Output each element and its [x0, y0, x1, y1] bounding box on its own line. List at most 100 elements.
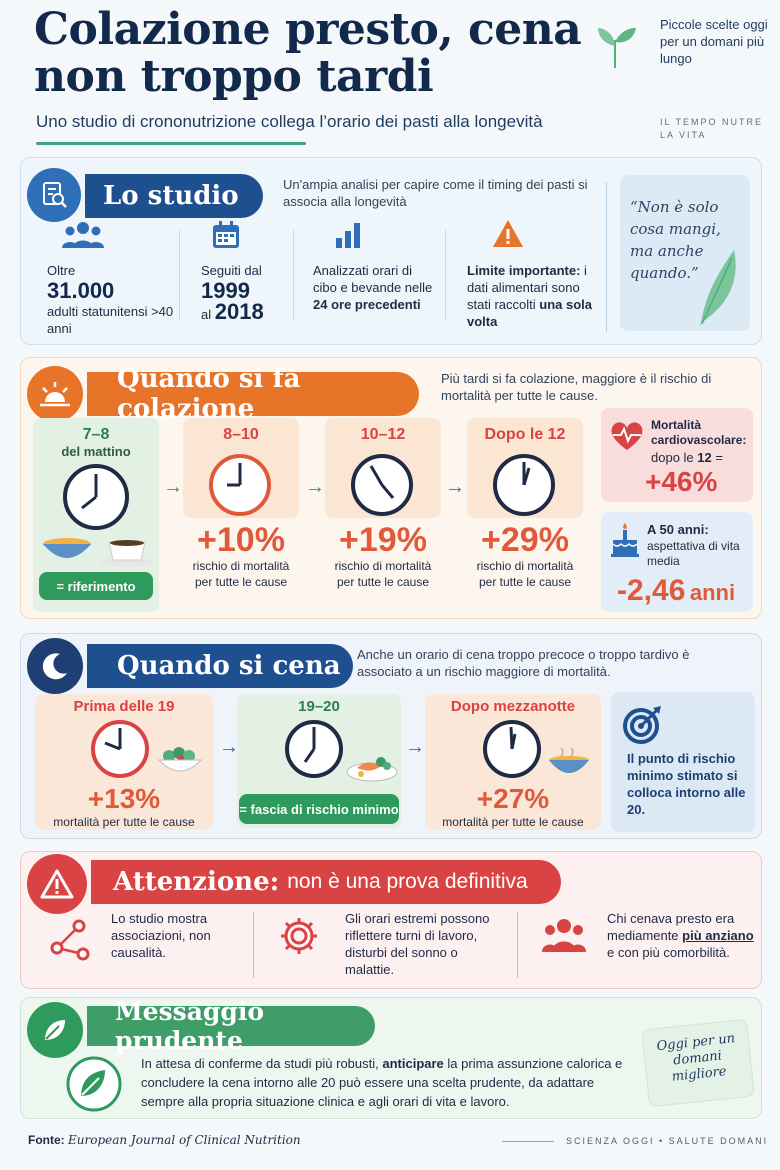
- network-nodes-icon: [50, 919, 90, 961]
- breakfast-result-8-10: +10% rischio di mortalità per tutte le c…: [175, 522, 307, 590]
- footer-source-label: Fonte:: [28, 1133, 65, 1147]
- message-body: In attesa di conferme da studi più robus…: [141, 1054, 641, 1111]
- dinner-pct: +27%: [476, 783, 550, 814]
- dinner-side-text: Il punto di rischio minimo stimato si co…: [627, 751, 746, 817]
- cardio-value: +46%: [645, 466, 718, 497]
- message-body-pre: In attesa di conferme da studi più robus…: [141, 1056, 379, 1071]
- salad-bowl-icon: [157, 747, 203, 772]
- dinner-plate-icon: [346, 757, 398, 782]
- dinner-pct: +13%: [87, 783, 161, 814]
- breakfast-time: 10–12: [360, 426, 406, 443]
- divider: [517, 912, 518, 978]
- life-unit: anni: [689, 580, 736, 605]
- cardio-sub-post: =: [715, 450, 723, 465]
- footer-brand: SCIENZA OGGI • SALUTE DOMANI: [566, 1136, 769, 1146]
- breakfast-pct: +19%: [339, 521, 427, 559]
- soup-bowl-icon: [549, 747, 589, 773]
- arrow-right-icon: →: [163, 476, 183, 498]
- dinner-time: Prima delle 19: [73, 698, 175, 715]
- bar-chart-icon: [336, 223, 360, 248]
- arrow-right-icon: →: [445, 476, 465, 498]
- stat-period-pre: Seguiti dal: [201, 263, 262, 278]
- birthday-cake-icon: [611, 523, 639, 557]
- message-panel: Messaggio prudente In attesa di conferme…: [20, 997, 762, 1119]
- message-body-bold: anticipare: [382, 1056, 444, 1071]
- dinner-time: 19–20: [298, 698, 340, 715]
- warning-col-association: Lo studio mostra associazioni, non causa…: [111, 911, 211, 960]
- dinner-result-before-19: +13% mortalità per tutte le cause: [35, 784, 213, 830]
- people-group-icon: [62, 222, 104, 248]
- divider: [179, 230, 180, 320]
- warning-age-pre: Chi cenava presto era mediamente: [607, 911, 735, 943]
- stat-participants-post: adulti statunitensi >40 anni: [47, 304, 174, 336]
- leaf-badge-icon: [27, 1002, 83, 1058]
- clock-icon: [285, 720, 343, 778]
- stat-period-end: 2018: [214, 299, 264, 324]
- page-subtitle: Uno studio di crononutrizione collega l’…: [36, 112, 543, 131]
- heart-pulse-icon: [611, 422, 643, 450]
- life-label: A 50 anni:: [647, 522, 709, 537]
- breakfast-pct: +10%: [197, 521, 285, 559]
- clock-icon: [493, 454, 555, 516]
- stat-limitation-text: i dati alimentari sono stati raccolti: [467, 263, 587, 312]
- people-group-icon: [542, 919, 586, 952]
- dinner-cap: mortalità per tutte le cause: [442, 815, 584, 829]
- breakfast-cap: rischio di mortalità: [476, 559, 574, 573]
- dinner-heading: Quando si cena: [87, 644, 353, 688]
- stat-limitation-bold: una sola volta: [467, 297, 593, 329]
- dinner-min-risk-pill: = fascia di rischio minimo: [239, 794, 399, 824]
- stat-analysis-bold: 24 ore precedenti: [313, 297, 421, 312]
- breakfast-heading: Quando si fa colazione: [87, 364, 419, 424]
- leaf-icon: [700, 250, 736, 328]
- warning-col-confounders: Gli orari estremi possono riflettere tur…: [345, 911, 490, 977]
- divider: [445, 230, 446, 320]
- warning-heading: Attenzione: non è una prova definitiva: [91, 860, 561, 904]
- message-body-post: la prima assunzione calorica e concluder…: [141, 1056, 623, 1109]
- warning-panel: Attenzione: non è una prova definitiva L…: [20, 851, 762, 989]
- warning-col-age: Chi cenava presto era mediamente più anz…: [607, 910, 755, 961]
- breakfast-cap: per tutte le cause: [336, 575, 430, 589]
- life-value-wrap: -2,46 anni: [617, 574, 735, 608]
- breakfast-pct: +29%: [481, 521, 569, 559]
- clock-icon: [209, 454, 271, 516]
- stat-participants: Oltre 31.000 adulti statunitensi >40 ann…: [47, 262, 177, 337]
- target-icon: [623, 706, 661, 744]
- arrow-right-icon: →: [405, 736, 425, 758]
- cardio-sub-pre: dopo le: [651, 450, 694, 465]
- life-expectancy-card: A 50 anni: aspettativa di vita media -2,…: [601, 512, 753, 612]
- divider: [293, 230, 294, 320]
- stat-limitation: Limite importante: i dati alimentari son…: [467, 262, 597, 330]
- moon-icon: [27, 638, 83, 694]
- dinner-time: Dopo mezzanotte: [450, 698, 576, 715]
- cardio-sub-bold: 12: [697, 450, 712, 465]
- breakfast-intro: Più tardi si fa colazione, maggiore è il…: [441, 371, 712, 403]
- stat-analysis: Analizzati orari di cibo e bevande nelle…: [313, 262, 433, 313]
- quote-text: “Non è solo cosa mangi, ma anche quando.…: [630, 198, 721, 282]
- reference-pill: = riferimento: [39, 572, 153, 600]
- stat-period: Seguiti dal 1999 al 2018: [201, 262, 301, 323]
- page-title: Colazione presto, cena non troppo tardi: [34, 4, 582, 102]
- cardio-label: Mortalità cardiovascolare:: [651, 418, 747, 447]
- leaf-circle-icon: [66, 1056, 122, 1112]
- breakfast-cap: rischio di mortalità: [192, 559, 290, 573]
- warning-heading-strong: Attenzione:: [113, 867, 280, 897]
- sunrise-icon: [27, 366, 83, 422]
- sticky-note: Oggi per un domani migliore: [641, 1018, 755, 1108]
- stat-period-mid: al: [201, 307, 212, 322]
- breakfast-panel: Quando si fa colazione Più tardi si fa c…: [20, 357, 762, 619]
- quote-box: [620, 175, 750, 331]
- warning-age-bold: più anziano: [682, 928, 754, 943]
- footer-source-name: European Journal of Clinical Nutrition: [68, 1133, 301, 1147]
- gear-icon: [281, 918, 317, 954]
- breakfast-result-10-12: +19% rischio di mortalità per tutte le c…: [317, 522, 449, 590]
- breakfast-time: 8–10: [223, 426, 259, 443]
- tagline-secondary: IL TEMPO NUTRE LA VITA: [660, 117, 764, 140]
- study-heading: Lo studio: [85, 174, 263, 218]
- calendar-icon: [213, 221, 239, 248]
- alert-icon: [27, 854, 87, 914]
- breakfast-time: Dopo le 12: [484, 426, 566, 443]
- stat-analysis-text: Analizzati orari di cibo e bevande nelle: [313, 263, 433, 295]
- document-search-icon: [27, 168, 81, 222]
- footer-source: Fonte: European Journal of Clinical Nutr…: [28, 1133, 301, 1147]
- breakfast-cap: per tutte le cause: [194, 575, 288, 589]
